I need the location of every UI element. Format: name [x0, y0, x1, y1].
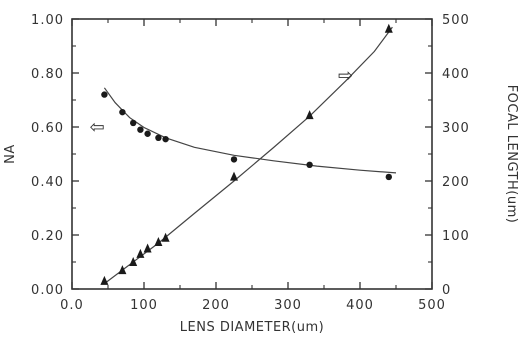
na-point	[162, 135, 169, 143]
focal-length-point	[129, 257, 138, 266]
x-tick-label: 500	[418, 298, 446, 313]
labels-layer: 0.0 100 200 300 400 500 0.00 0.20 0.40 0.60 0.80 1.…	[3, 13, 519, 335]
na-point	[385, 173, 392, 181]
x-tick-label: 200	[202, 298, 230, 313]
y-right-tick-label: 200	[442, 175, 470, 190]
y-right-tick-label: 100	[442, 229, 470, 244]
plot-frame	[71, 18, 433, 290]
focal-length-point	[161, 232, 170, 242]
focal-length-point	[100, 275, 109, 285]
focal-length-point	[384, 23, 393, 33]
fit-curve-left	[103, 87, 397, 174]
fit-curve-right	[104, 26, 393, 285]
x-tick-label: 300	[274, 298, 302, 313]
marks-layer	[100, 23, 393, 285]
na-point	[119, 108, 126, 116]
na-point	[130, 119, 137, 127]
y-right-tick-label: 500	[442, 13, 470, 28]
axes-layer	[71, 18, 433, 290]
na-point	[101, 91, 108, 98]
na-point	[230, 156, 238, 163]
focal-length-point	[136, 248, 145, 258]
y-left-tick-label: 0.00	[31, 283, 64, 298]
left-axis-arrow: ⇦	[90, 117, 105, 138]
x-tick-label: 400	[346, 298, 374, 313]
na-point	[155, 134, 162, 141]
x-tick-label: 100	[130, 298, 158, 313]
focal-length-point	[154, 237, 163, 247]
focal-length-point	[118, 265, 127, 275]
y-right-tick-label: 0	[442, 283, 451, 298]
na-point	[306, 161, 313, 168]
x-tick-label: 0.0	[60, 298, 84, 313]
y-left-tick-label: 0.60	[31, 121, 64, 136]
y-left-tick-label: 0.20	[31, 229, 64, 244]
y-right-tick-label: 400	[442, 67, 470, 82]
y-left-axis-title: NA	[3, 144, 18, 164]
y-right-tick-label: 300	[442, 121, 470, 136]
focal-length-point	[305, 110, 314, 120]
y-left-tick-label: 0.40	[31, 175, 64, 190]
x-axis-title: LENS DIAMETER(um)	[180, 320, 324, 335]
focal-length-point	[230, 171, 238, 181]
right-axis-arrow: ⇨	[338, 66, 353, 87]
y-right-axis-title: FOCAL LENGTH(um)	[504, 85, 519, 224]
y-left-tick-label: 1.00	[31, 13, 64, 28]
focal-length-point	[143, 243, 152, 253]
na-point	[137, 126, 144, 133]
y-left-tick-label: 0.80	[31, 67, 64, 82]
na-point	[144, 130, 151, 137]
